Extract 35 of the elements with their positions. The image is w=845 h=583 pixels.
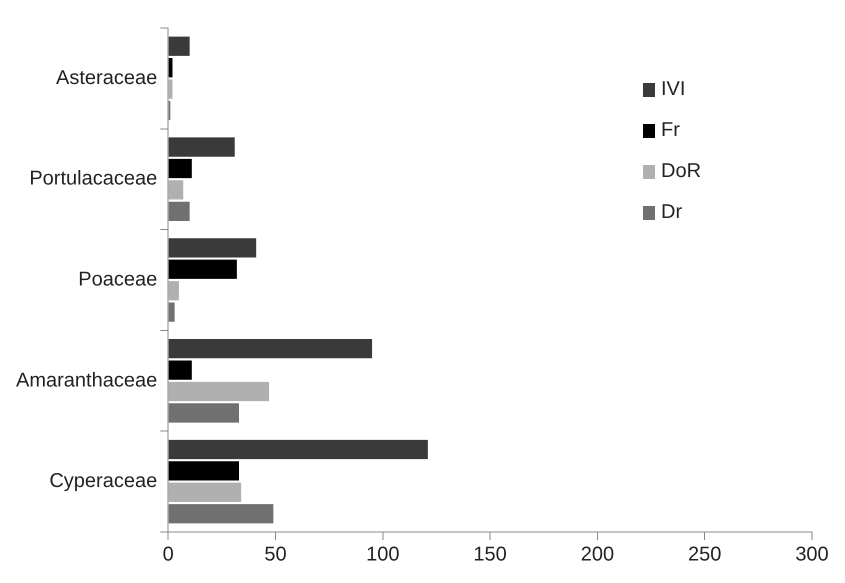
bar bbox=[168, 202, 190, 221]
bar bbox=[168, 36, 190, 56]
legend-label: DoR bbox=[661, 160, 702, 183]
bar bbox=[168, 302, 175, 322]
x-tick-label: 300 bbox=[795, 544, 829, 566]
x-tick-label: 50 bbox=[264, 544, 287, 566]
legend-label: Fr bbox=[661, 119, 680, 142]
y-tick-label: Poaceae bbox=[78, 268, 158, 291]
bar bbox=[168, 382, 270, 402]
bar bbox=[168, 180, 184, 200]
y-tick-label: Asteraceae bbox=[56, 66, 158, 89]
y-tick-label: Cyperaceae bbox=[49, 470, 158, 492]
bar bbox=[168, 260, 237, 279]
bar bbox=[168, 281, 179, 300]
x-tick-label: 0 bbox=[162, 544, 174, 566]
bar bbox=[168, 461, 240, 481]
y-tick-label: Portulacaceae bbox=[29, 168, 158, 190]
bar bbox=[168, 440, 428, 460]
x-tick-label: 250 bbox=[688, 544, 722, 566]
bar bbox=[168, 482, 242, 502]
bar bbox=[168, 360, 192, 380]
bar bbox=[168, 238, 256, 258]
y-tick-label: Amaranthaceae bbox=[16, 369, 158, 392]
bar bbox=[168, 58, 172, 78]
legend-label: IVI bbox=[661, 78, 686, 101]
legend-label: Dr bbox=[661, 201, 682, 224]
x-tick-label: 200 bbox=[580, 544, 614, 566]
bar bbox=[168, 403, 240, 423]
x-tick-label: 150 bbox=[473, 544, 507, 566]
bar bbox=[168, 158, 192, 178]
x-tick-label: 100 bbox=[366, 544, 400, 566]
bar bbox=[168, 79, 172, 99]
bar bbox=[168, 137, 235, 157]
bar bbox=[168, 339, 372, 358]
bar bbox=[168, 504, 274, 524]
